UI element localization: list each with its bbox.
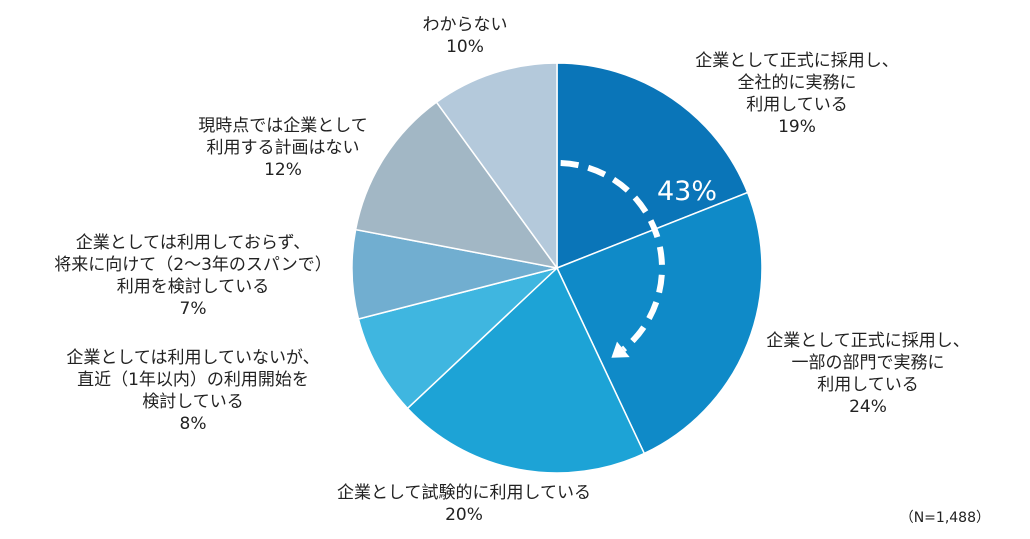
slice-label-line: 企業として正式に採用し、 (695, 51, 899, 71)
slice-label-4: 企業としては利用していないが、 直近（1年以内）の利用開始を 検討している 8% (66, 347, 319, 435)
slice-label-7: わからない 10% (423, 14, 508, 58)
pie-slice-2 (555, 191, 763, 455)
pie-slice-7 (435, 62, 558, 271)
slice-label-1: 企業として正式に採用し、 全社的に実務に 利用している 19% (695, 50, 899, 138)
pie-slice-6 (354, 101, 559, 270)
slice-label-2: 企業として正式に採用し、 一部の部門で実務に 利用している 24% (766, 330, 970, 418)
slice-label-line: 企業としては利用していないが、 (66, 348, 320, 368)
slice-label-line: 企業として正式に採用し、 (766, 331, 970, 351)
slice-percent: 12% (264, 160, 302, 180)
slice-percent: 10% (446, 37, 484, 57)
slice-label-line: 全社的に実務に (737, 73, 857, 93)
slice-label-6: 現時点では企業として 利用する計画はない 12% (198, 115, 368, 181)
sample-size-note: （N=1,488） (899, 510, 990, 526)
slice-percent: 7% (179, 299, 207, 319)
pie-slice-4 (357, 267, 558, 410)
slice-label-line: 現時点では企業として (198, 116, 368, 136)
pie-slice-3 (406, 266, 646, 474)
slice-label-line: 一部の部門で実務に (791, 353, 945, 373)
slice-label-line: 将来に向けて（2～3年のスパンで） (54, 255, 332, 275)
slice-percent: 19% (778, 117, 816, 137)
highlight-arc-arrow (560, 160, 666, 352)
slice-percent: 24% (849, 397, 887, 417)
highlight-arrow-head (611, 341, 630, 358)
slice-label-5: 企業としては利用しておらず、 将来に向けて（2～3年のスパンで） 利用を検討している… (54, 232, 331, 320)
slice-label-line: 利用している (746, 95, 848, 115)
slice-percent: 20% (445, 505, 483, 525)
highlight-total-label: 43% (656, 176, 718, 207)
slice-label-line: わからない (422, 15, 508, 35)
slice-label-line: 利用する計画はない (206, 138, 360, 158)
slice-label-line: 直近（1年以内）の利用開始を (77, 370, 309, 390)
pie-slices (351, 62, 763, 474)
slice-label-line: 企業として試験的に利用している (337, 483, 591, 503)
slice-label-line: 利用を検討している (116, 277, 270, 297)
slice-label-line: 利用している (817, 375, 919, 395)
slice-label-line: 企業としては利用しておらず、 (75, 233, 311, 253)
slice-label-line: 検討している (142, 392, 244, 412)
pie-slice-1 (556, 62, 749, 270)
slice-percent: 8% (179, 414, 207, 434)
slice-label-3: 企業として試験的に利用している 20% (337, 482, 591, 526)
